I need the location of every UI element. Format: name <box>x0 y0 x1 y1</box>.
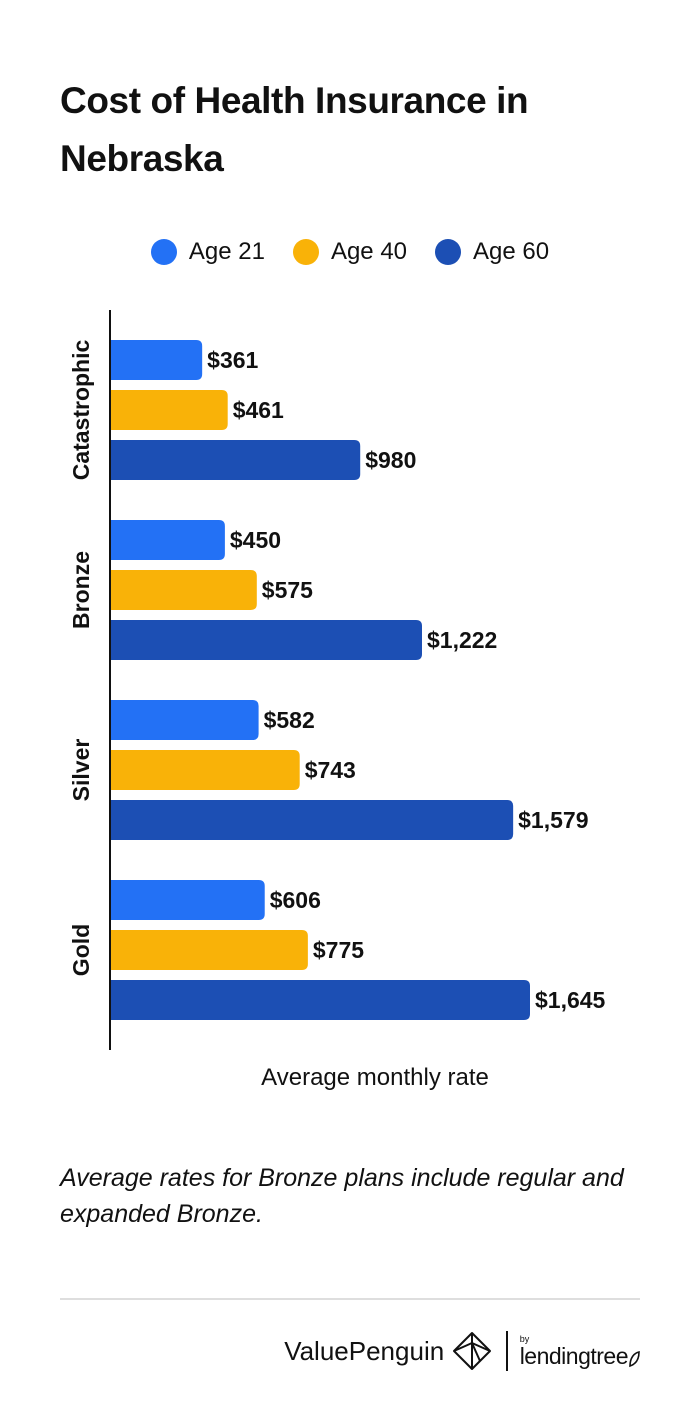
data-label: $1,222 <box>427 627 497 653</box>
footer-branding: ValuePenguin by lendingtree <box>284 1326 640 1376</box>
bar-catastrophic-age-40 <box>110 390 228 430</box>
legend-label-age-60: Age 60 <box>473 238 550 265</box>
brand-by-label: by <box>519 1333 530 1344</box>
partner-logo: by lendingtree <box>519 1333 640 1369</box>
category-label-bronze: Bronze <box>68 551 94 629</box>
bar-bronze-age-40 <box>110 570 257 610</box>
partner-name: lendingtree <box>519 1342 629 1369</box>
footer-divider <box>60 1298 640 1300</box>
legend-swatch-age-60 <box>435 239 462 265</box>
bar-gold-age-40 <box>110 930 308 970</box>
legend-label-age-21: Age 21 <box>188 238 265 265</box>
valuepenguin-diamond-icon <box>453 1332 492 1370</box>
bar-catastrophic-age-60 <box>110 440 361 480</box>
data-label: $980 <box>365 447 416 473</box>
data-label: $1,645 <box>535 987 606 1013</box>
bar-gold-age-21 <box>110 880 265 920</box>
legend-item-age-40: Age 40 <box>292 238 408 266</box>
legend-label-age-40: Age 40 <box>330 238 408 265</box>
x-axis-label: Average monthly rate <box>261 1064 489 1091</box>
bar-catastrophic-age-21 <box>110 340 203 380</box>
legend: Age 21 Age 40 Age 60 <box>0 238 700 266</box>
bar-gold-age-60 <box>110 980 530 1020</box>
data-label: $361 <box>207 347 258 373</box>
bar-chart: $361 $461 $980 Catastrophic $450 $575 $1,222 Br… <box>68 310 606 1091</box>
data-label: $743 <box>305 757 356 783</box>
category-label-catastrophic: Catastrophic <box>68 340 94 481</box>
legend-swatch-age-40 <box>292 239 319 265</box>
brand-name: ValuePenguin <box>284 1335 445 1366</box>
category-label-silver: Silver <box>68 739 94 802</box>
lendingtree-leaf-icon <box>629 1350 640 1367</box>
legend-item-age-21: Age 21 <box>150 238 265 266</box>
data-label: $450 <box>230 527 281 553</box>
data-label: $575 <box>262 577 313 603</box>
footnote: Average rates for Bronze plans include r… <box>60 1164 624 1228</box>
data-label: $582 <box>264 707 315 733</box>
data-label: $606 <box>270 887 321 913</box>
data-label: $775 <box>313 937 364 963</box>
data-label: $461 <box>233 397 284 423</box>
chart-title: Cost of Health Insurance in Nebraska <box>60 80 529 179</box>
bar-silver-age-60 <box>110 800 514 840</box>
brand-separator <box>506 1331 508 1371</box>
legend-swatch-age-21 <box>150 239 177 265</box>
bar-silver-age-21 <box>110 700 259 740</box>
data-label: $1,579 <box>518 807 588 833</box>
legend-item-age-60: Age 60 <box>435 238 549 266</box>
bar-bronze-age-21 <box>110 520 225 560</box>
category-label-gold: Gold <box>68 924 94 976</box>
bar-bronze-age-60 <box>110 620 422 660</box>
bar-silver-age-40 <box>110 750 300 790</box>
